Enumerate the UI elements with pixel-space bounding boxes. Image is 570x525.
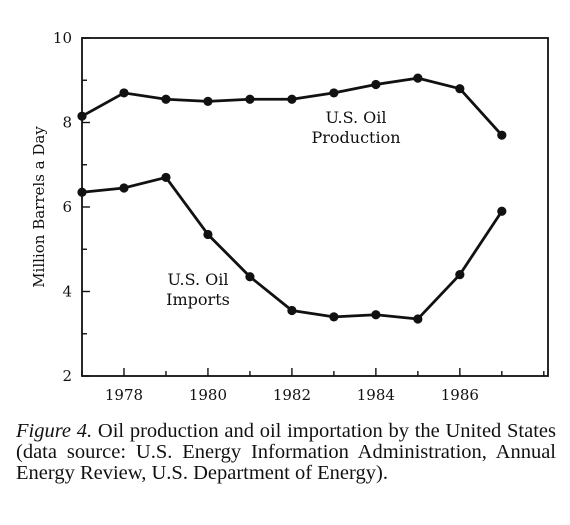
y-tick-label: 4 — [62, 283, 72, 301]
data-point — [203, 96, 213, 106]
x-tick-label: 1978 — [105, 386, 143, 404]
data-point — [77, 187, 87, 197]
data-point — [119, 88, 129, 98]
figure-label: Figure 4. — [16, 420, 93, 442]
data-point — [497, 206, 507, 216]
y-tick-label: 6 — [62, 198, 72, 216]
x-tick-label: 1982 — [273, 386, 311, 404]
plot-frame — [81, 37, 549, 377]
series-production — [77, 73, 507, 140]
data-point — [119, 183, 129, 193]
data-point — [329, 88, 339, 98]
axis-tick-labels: 1978 1980 1982 1984 1986 2 4 6 8 10 — [53, 29, 479, 404]
data-point — [455, 270, 465, 280]
data-point — [371, 79, 381, 90]
y-axis-label: Million Barrels a Day — [30, 126, 48, 288]
data-point — [497, 130, 507, 140]
x-tick-label: 1984 — [357, 386, 395, 404]
line-chart: 1978 1980 1982 1984 1986 2 4 6 8 10 Million Barre… — [30, 29, 549, 404]
data-point — [245, 94, 255, 104]
y-tick-label: 2 — [62, 367, 72, 385]
production-label: U.S. Oil — [325, 108, 386, 127]
x-tick-label: 1986 — [441, 386, 479, 404]
data-point — [161, 94, 171, 104]
figure-caption: Figure 4. Oil production and oil importa… — [16, 421, 556, 484]
series-imports — [77, 172, 507, 324]
series-line — [81, 176, 503, 321]
data-point — [161, 172, 171, 183]
data-point — [203, 229, 213, 240]
data-point — [413, 314, 423, 324]
y-tick-label: 10 — [53, 29, 72, 47]
series-layer — [77, 73, 507, 324]
x-tick-label: 1980 — [189, 386, 227, 404]
axis-ticks — [81, 37, 545, 377]
data-point — [245, 272, 255, 282]
imports-label: Imports — [166, 290, 230, 309]
data-point — [287, 305, 297, 316]
data-point — [329, 312, 339, 322]
data-point — [77, 111, 87, 121]
imports-label: U.S. Oil — [167, 270, 228, 289]
data-point — [455, 84, 465, 94]
series-line — [81, 76, 503, 137]
caption-text: Oil production and oil importation by th… — [16, 420, 556, 484]
data-point — [371, 310, 381, 320]
production-label: Production — [311, 128, 400, 147]
y-tick-label: 8 — [62, 114, 72, 132]
data-point — [287, 94, 297, 104]
data-point — [413, 73, 423, 83]
